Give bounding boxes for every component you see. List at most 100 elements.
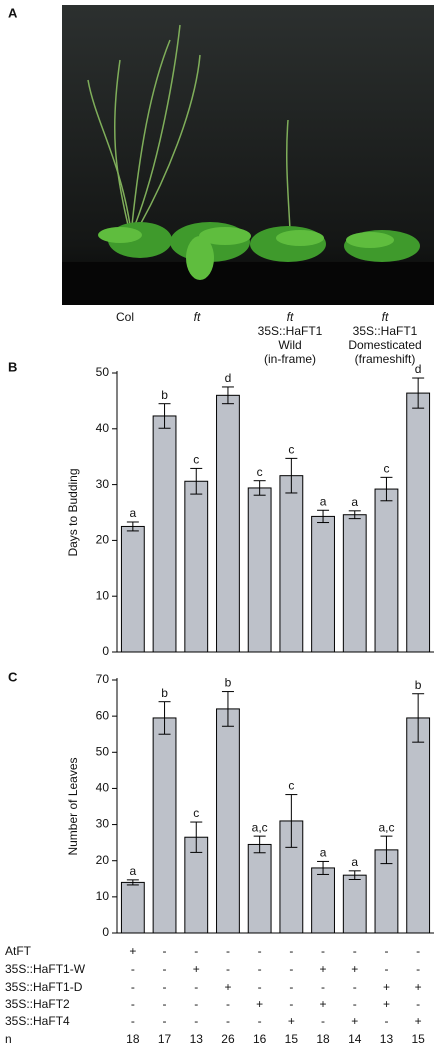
photo-label: Col (116, 310, 134, 324)
bar (247, 487, 272, 653)
table-cell: - (226, 944, 230, 958)
table-cell: 13 (380, 1032, 394, 1046)
y-axis-label: Number of Leaves (66, 757, 80, 855)
table-cell: - (384, 962, 388, 976)
row-label: AtFT (5, 944, 32, 958)
bar (152, 415, 177, 653)
photo-label: Domesticated (348, 338, 421, 352)
table-cell: - (226, 997, 230, 1011)
bar (406, 717, 431, 934)
photo-label: Wild (278, 338, 301, 352)
row-label: 35S::HaFT2 (5, 997, 70, 1011)
error-bar (348, 510, 361, 520)
y-tick-label: 30 (96, 477, 110, 491)
y-tick-label: 60 (96, 708, 110, 722)
table-cell: - (416, 997, 420, 1011)
error-bar (221, 386, 234, 405)
significance-label: d (415, 362, 422, 376)
y-axis-label: Days to Budding (66, 468, 80, 556)
error-bar (412, 377, 425, 409)
table-cell: - (321, 1014, 325, 1028)
table-cell: - (194, 1014, 198, 1028)
table-cell: - (289, 962, 293, 976)
error-bar (317, 509, 330, 524)
table-cell: + (320, 997, 327, 1011)
table-cell: - (384, 944, 388, 958)
table-cell: 17 (158, 1032, 172, 1046)
table-cell: - (258, 980, 262, 994)
y-tick-label: 20 (96, 533, 110, 547)
photo-label: ft (194, 310, 201, 324)
error-bar (126, 879, 139, 886)
significance-label: b (161, 686, 168, 700)
error-bar (285, 794, 298, 848)
panel-label: B (8, 359, 17, 374)
y-tick-label: 10 (96, 889, 110, 903)
table-cell: + (193, 962, 200, 976)
table-cell: - (194, 980, 198, 994)
table-cell: 18 (316, 1032, 330, 1046)
table-cell: + (129, 944, 136, 958)
bar (342, 514, 367, 653)
table-cell: 13 (190, 1032, 204, 1046)
table-cell: - (131, 962, 135, 976)
error-bar (190, 821, 203, 853)
table-cell: - (353, 997, 357, 1011)
table-cell: + (256, 997, 263, 1011)
photo-label: (in-frame) (264, 352, 316, 366)
panel-label: C (8, 669, 18, 684)
table-cell: - (258, 944, 262, 958)
y-tick-label: 70 (96, 672, 110, 686)
table-cell: - (163, 1014, 167, 1028)
error-bar (348, 870, 361, 881)
error-bar (190, 467, 203, 495)
table-cell: - (353, 944, 357, 958)
bar (120, 525, 145, 653)
table-cell: 18 (126, 1032, 140, 1046)
y-tick-label: 10 (96, 588, 110, 602)
y-tick-label: 40 (96, 781, 110, 795)
table-cell: - (194, 997, 198, 1011)
significance-label: a (130, 864, 137, 878)
y-tick-label: 0 (102, 925, 109, 939)
table-cell: - (321, 944, 325, 958)
significance-label: b (225, 676, 232, 690)
significance-label: a,c (252, 820, 268, 834)
y-tick-label: 50 (96, 744, 110, 758)
table-cell: - (131, 980, 135, 994)
table-cell: - (289, 980, 293, 994)
y-tick-label: 30 (96, 817, 110, 831)
table-cell: + (351, 962, 358, 976)
significance-label: c (193, 806, 199, 820)
photo-label: (frameshift) (355, 352, 416, 366)
bar (279, 475, 304, 653)
table-cell: - (194, 944, 198, 958)
row-label: 35S::HaFT1-D (5, 980, 83, 994)
table-cell: + (320, 962, 327, 976)
bar (311, 867, 335, 934)
table-cell: - (384, 1014, 388, 1028)
significance-label: c (193, 453, 199, 467)
table-cell: - (131, 1014, 135, 1028)
y-tick-label: 0 (102, 644, 109, 658)
table-cell: - (416, 944, 420, 958)
bar (216, 394, 240, 653)
table-cell: 15 (411, 1032, 425, 1046)
significance-label: c (257, 465, 263, 479)
table-cell: - (289, 944, 293, 958)
y-tick-label: 20 (96, 853, 110, 867)
table-cell: - (163, 962, 167, 976)
panel-label: A (8, 5, 18, 20)
bar (406, 392, 431, 653)
error-bar (126, 521, 139, 532)
significance-label: a (320, 846, 327, 860)
table-cell: 14 (348, 1032, 362, 1046)
table-cell: - (321, 980, 325, 994)
table-cell: - (163, 980, 167, 994)
bar (120, 881, 145, 934)
bar (216, 708, 240, 934)
table-cell: + (288, 1014, 295, 1028)
significance-label: a (320, 494, 327, 508)
row-label: 35S::HaFT4 (5, 1014, 70, 1028)
